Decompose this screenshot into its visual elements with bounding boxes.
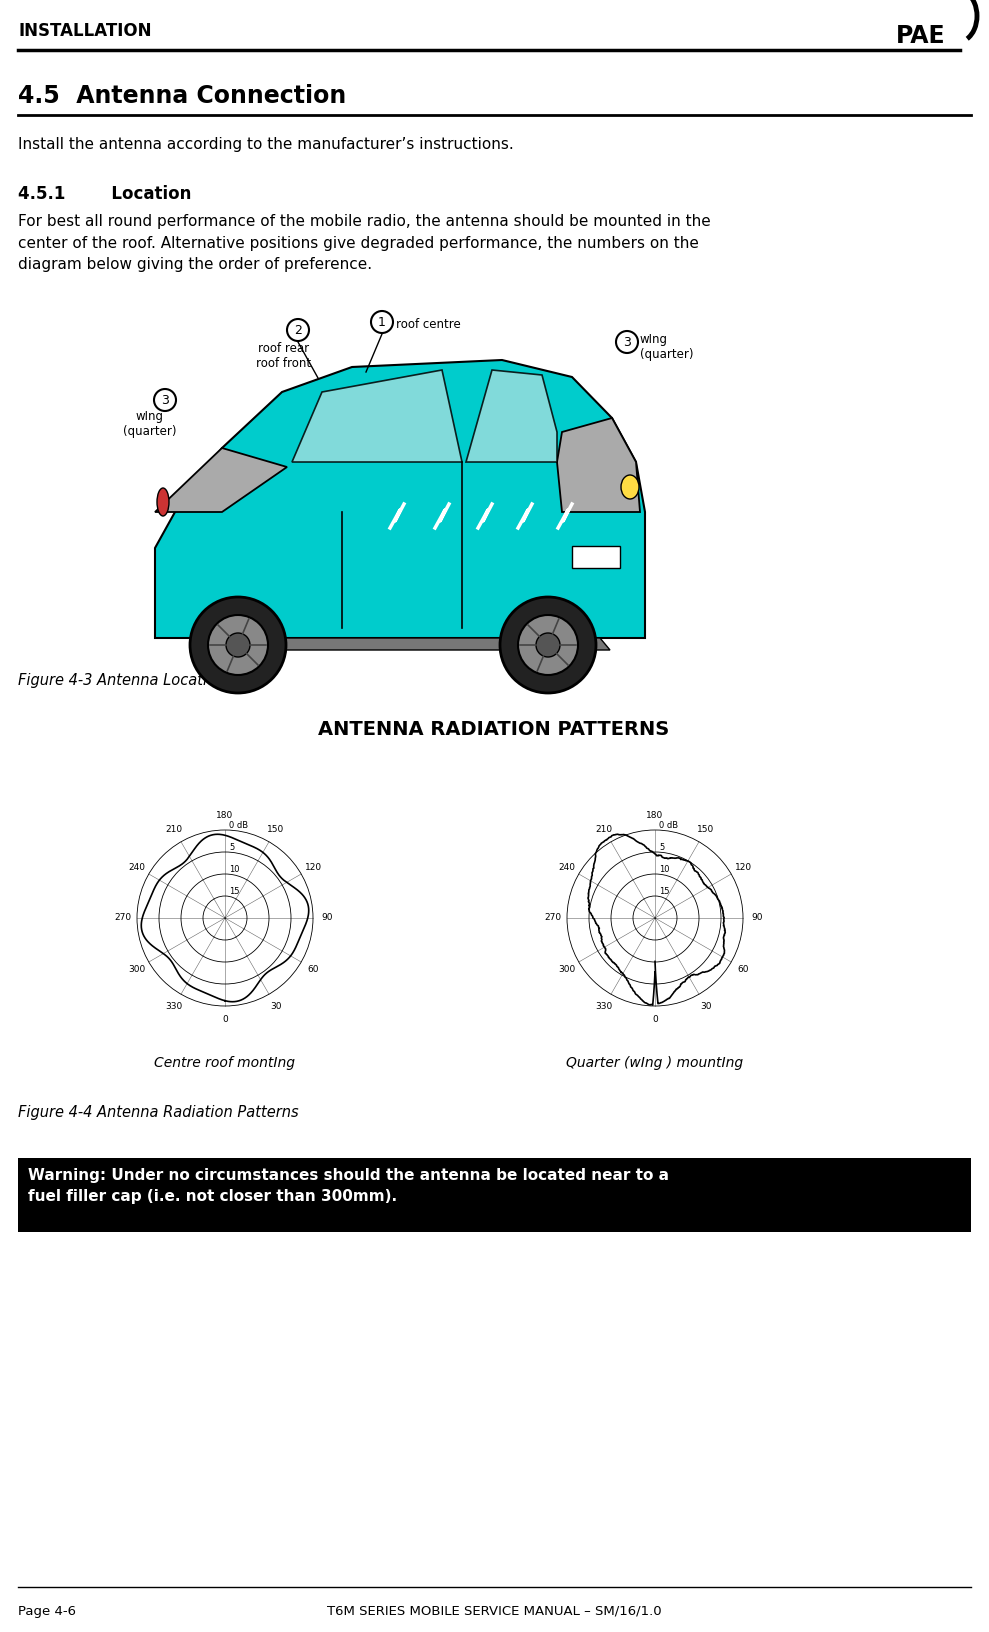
Text: 60: 60 xyxy=(308,965,319,974)
Text: 0: 0 xyxy=(652,1015,658,1025)
Text: 0 dB: 0 dB xyxy=(659,821,678,831)
Bar xyxy=(572,547,620,568)
Text: roof rear
roof front: roof rear roof front xyxy=(256,343,312,370)
Text: 300: 300 xyxy=(128,965,145,974)
Text: Figure 4-4 Antenna Radiation Patterns: Figure 4-4 Antenna Radiation Patterns xyxy=(18,1105,299,1120)
Text: 15: 15 xyxy=(659,888,670,896)
Ellipse shape xyxy=(621,475,639,499)
Polygon shape xyxy=(292,370,462,462)
Text: Quarter (wIng ) mountIng: Quarter (wIng ) mountIng xyxy=(567,1056,744,1071)
Text: 300: 300 xyxy=(558,965,576,974)
Text: 4.5.1        Location: 4.5.1 Location xyxy=(18,184,192,202)
Text: 150: 150 xyxy=(267,826,285,834)
Polygon shape xyxy=(557,418,640,512)
Circle shape xyxy=(371,312,393,333)
Text: For best all round performance of the mobile radio, the antenna should be mounte: For best all round performance of the mo… xyxy=(18,214,711,273)
Text: 90: 90 xyxy=(321,914,332,922)
Text: ANTENNA RADIATION PATTERNS: ANTENNA RADIATION PATTERNS xyxy=(318,720,670,739)
Text: 120: 120 xyxy=(305,862,321,871)
Text: 330: 330 xyxy=(595,1002,612,1010)
Polygon shape xyxy=(155,361,645,638)
Text: 1: 1 xyxy=(378,315,386,328)
Circle shape xyxy=(190,597,286,694)
Text: 5: 5 xyxy=(659,844,665,852)
Text: 180: 180 xyxy=(217,811,233,821)
Text: T6M SERIES MOBILE SERVICE MANUAL – SM/16/1.0: T6M SERIES MOBILE SERVICE MANUAL – SM/16… xyxy=(326,1604,662,1617)
Circle shape xyxy=(536,633,560,658)
Text: 90: 90 xyxy=(752,914,763,922)
Text: 3: 3 xyxy=(161,393,169,406)
Text: Warning: Under no circumstances should the antenna be located near to a
fuel fil: Warning: Under no circumstances should t… xyxy=(28,1169,669,1204)
Text: 30: 30 xyxy=(700,1002,712,1010)
Text: PAE: PAE xyxy=(896,24,945,47)
Text: Page 4-6: Page 4-6 xyxy=(18,1604,76,1617)
Text: 240: 240 xyxy=(129,862,145,871)
Text: 0 dB: 0 dB xyxy=(229,821,248,831)
Text: 30: 30 xyxy=(270,1002,282,1010)
Polygon shape xyxy=(195,638,610,650)
Text: Install the antenna according to the manufacturer’s instructions.: Install the antenna according to the man… xyxy=(18,137,513,152)
Text: 240: 240 xyxy=(558,862,576,871)
Text: 210: 210 xyxy=(595,826,612,834)
Circle shape xyxy=(226,633,250,658)
Text: INSTALLATION: INSTALLATION xyxy=(18,21,151,41)
Text: Figure 4-3 Antenna Locations: Figure 4-3 Antenna Locations xyxy=(18,672,233,689)
Text: 2: 2 xyxy=(294,323,302,336)
Text: 330: 330 xyxy=(165,1002,183,1010)
Text: 180: 180 xyxy=(647,811,664,821)
Text: 60: 60 xyxy=(738,965,749,974)
Text: 5: 5 xyxy=(229,844,234,852)
Text: 210: 210 xyxy=(165,826,183,834)
Circle shape xyxy=(518,615,578,676)
Polygon shape xyxy=(155,449,287,512)
Text: 10: 10 xyxy=(659,865,670,875)
Circle shape xyxy=(287,318,309,341)
Text: wIng
(quarter): wIng (quarter) xyxy=(640,333,693,361)
Text: 15: 15 xyxy=(229,888,239,896)
Text: 270: 270 xyxy=(115,914,132,922)
Text: 120: 120 xyxy=(735,862,752,871)
Text: 4.5  Antenna Connection: 4.5 Antenna Connection xyxy=(18,83,346,108)
Bar xyxy=(18,1159,971,1232)
Text: 150: 150 xyxy=(697,826,715,834)
Text: 270: 270 xyxy=(544,914,562,922)
Text: 3: 3 xyxy=(623,336,631,349)
Text: wIng
(quarter): wIng (quarter) xyxy=(124,410,177,437)
Text: Centre roof montIng: Centre roof montIng xyxy=(154,1056,296,1071)
Ellipse shape xyxy=(157,488,169,516)
Circle shape xyxy=(500,597,596,694)
Text: roof centre: roof centre xyxy=(396,318,461,331)
Text: 0: 0 xyxy=(223,1015,227,1025)
Circle shape xyxy=(616,331,638,353)
Polygon shape xyxy=(466,370,557,462)
Text: 10: 10 xyxy=(229,865,239,875)
Circle shape xyxy=(208,615,268,676)
Circle shape xyxy=(154,388,176,411)
